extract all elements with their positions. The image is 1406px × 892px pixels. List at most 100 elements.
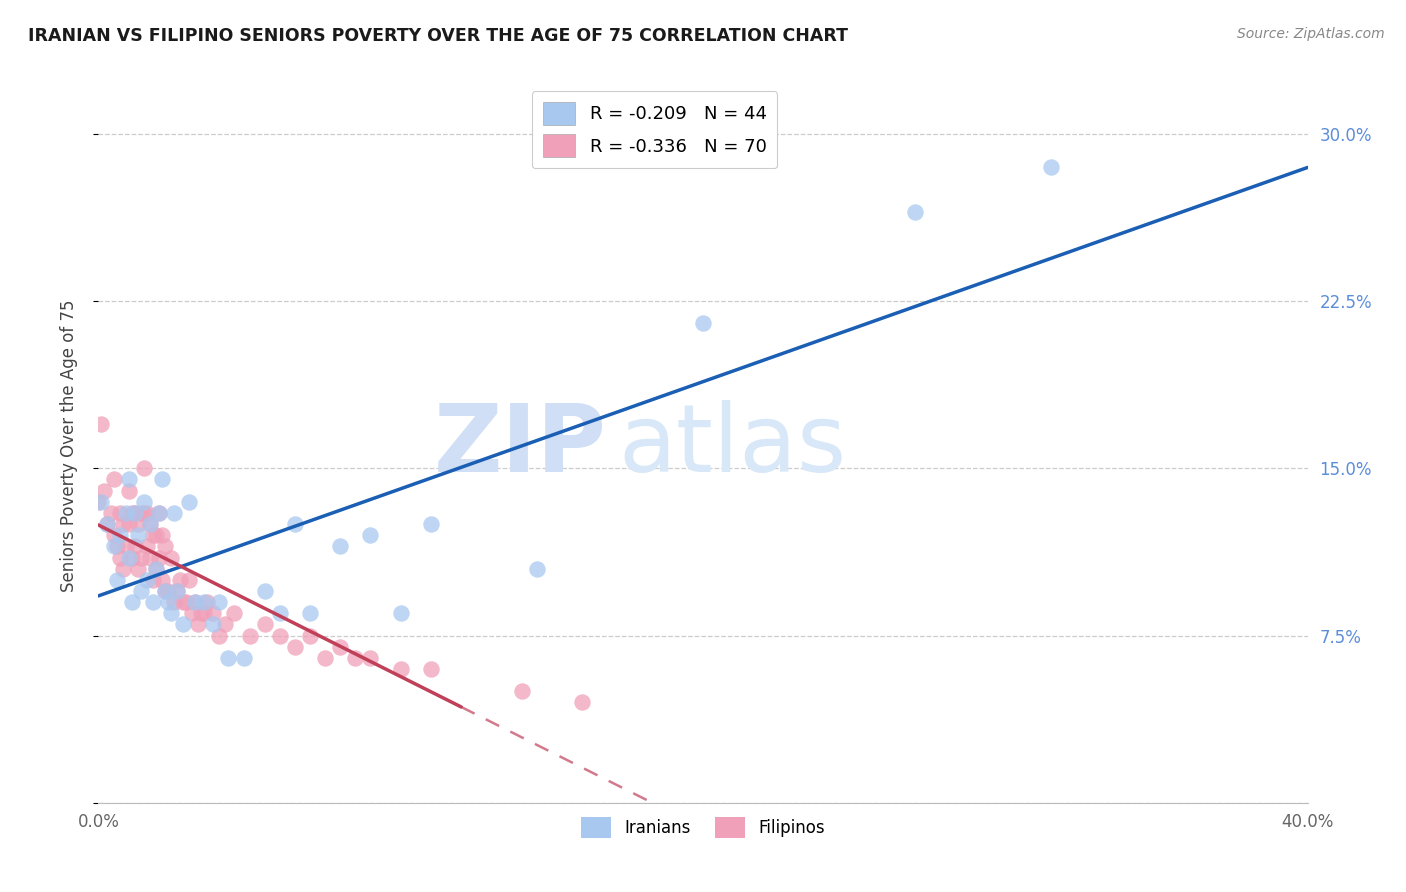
Point [163,595,186,609]
Point [202,617,225,632]
Point [121,506,143,520]
Point [105,539,128,553]
Point [150,573,173,587]
Point [181,607,204,621]
Point [314,651,336,665]
Point [148,506,170,520]
Point [118,550,141,565]
Point [253,583,276,598]
Point [184,595,207,609]
Point [139,516,162,531]
Point [129,506,152,520]
Point [420,516,443,531]
Point [344,651,367,665]
Text: IRANIAN VS FILIPINO SENIORS POVERTY OVER THE AGE OF 75 CORRELATION CHART: IRANIAN VS FILIPINO SENIORS POVERTY OVER… [28,27,848,45]
Point [108,528,131,542]
Point [108,550,131,565]
Text: ZIP: ZIP [433,400,606,492]
Point [195,595,218,609]
Point [190,607,212,621]
Point [145,562,167,576]
Point [124,539,146,553]
Point [150,473,173,487]
Point [284,640,307,654]
Point [163,506,186,520]
Point [360,528,382,542]
Point [526,562,548,576]
Point [142,528,165,542]
Point [160,550,183,565]
Text: Source: ZipAtlas.com: Source: ZipAtlas.com [1237,27,1385,41]
Point [389,607,412,621]
Point [127,528,149,542]
Point [96,516,118,531]
Point [124,506,146,520]
Point [121,550,143,565]
Text: atlas: atlas [619,400,846,492]
Point [132,494,155,508]
Point [118,473,141,487]
Point [1039,161,1062,175]
Point [174,595,197,609]
Point [118,516,141,531]
Point [111,516,134,531]
Point [114,506,136,520]
Legend: Iranians, Filipinos: Iranians, Filipinos [574,811,832,845]
Point [253,617,276,632]
Point [103,528,125,542]
Point [153,583,176,598]
Point [142,573,165,587]
Point [129,550,152,565]
Point [153,539,176,553]
Point [129,583,152,598]
Point [90,494,112,508]
Point [148,506,170,520]
Y-axis label: Seniors Poverty Over the Age of 75: Seniors Poverty Over the Age of 75 [59,300,77,592]
Point [127,516,149,531]
Point [179,573,201,587]
Point [127,562,149,576]
Point [172,595,194,609]
Point [96,516,118,531]
Point [172,617,194,632]
Point [389,662,412,676]
Point [187,617,209,632]
Point [299,607,322,621]
Point [124,506,146,520]
Point [135,506,157,520]
Point [329,640,352,654]
Point [87,494,110,508]
Point [139,516,162,531]
Point [156,583,179,598]
Point [208,595,231,609]
Point [193,595,215,609]
Point [132,506,155,520]
Point [100,506,122,520]
Point [135,539,157,553]
Point [360,651,382,665]
Point [284,516,307,531]
Point [105,573,128,587]
Point [111,562,134,576]
Point [571,696,593,710]
Point [692,316,714,330]
Point [269,607,291,621]
Point [217,651,239,665]
Point [93,483,115,498]
Point [166,583,188,598]
Point [145,528,167,542]
Point [420,662,443,676]
Point [103,539,125,553]
Point [239,628,262,642]
Point [156,595,179,609]
Point [142,595,165,609]
Point [90,417,112,431]
Point [510,684,533,698]
Point [153,583,176,598]
Point [148,550,170,565]
Point [135,573,157,587]
Point [108,506,131,520]
Point [232,651,254,665]
Point [904,204,927,219]
Point [166,583,188,598]
